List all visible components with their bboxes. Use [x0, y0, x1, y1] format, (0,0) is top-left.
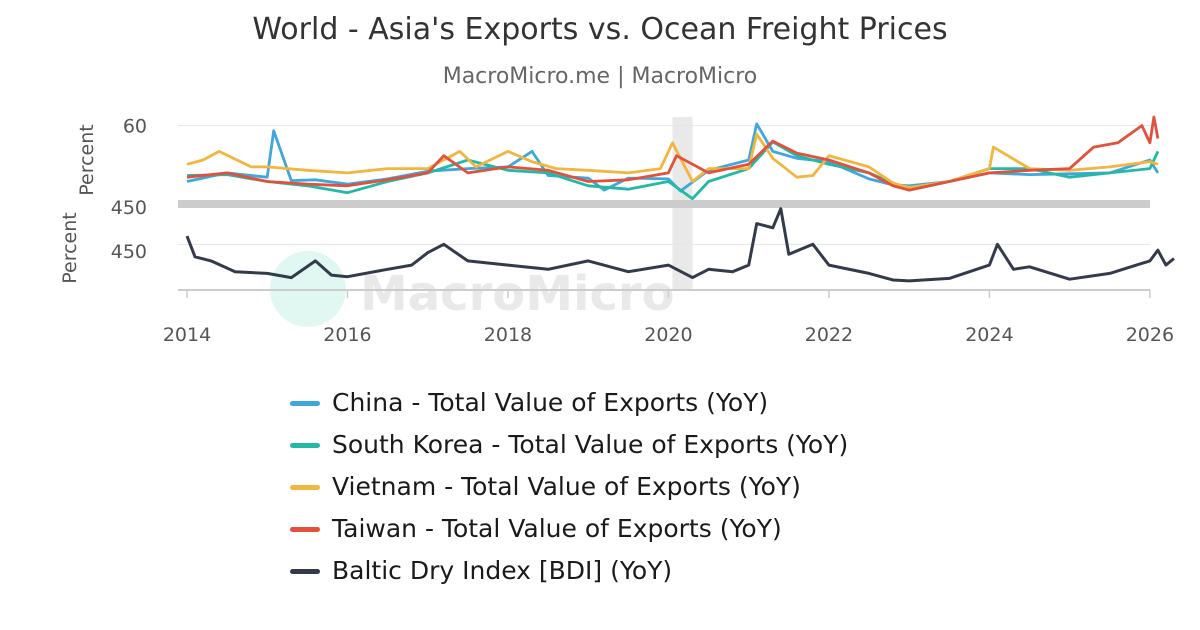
x-tick-label: 2014 — [163, 324, 211, 346]
y-tick-label: 60 — [123, 116, 147, 138]
legend-swatch-south-korea — [290, 443, 320, 448]
legend-swatch-taiwan — [290, 527, 320, 532]
chart-subtitle: MacroMicro.me | MacroMicro — [442, 64, 758, 89]
legend-swatch-vietnam — [290, 485, 320, 490]
x-tick-label: 2016 — [323, 324, 371, 346]
chart-title: World - Asia's Exports vs. Ocean Freight… — [252, 12, 948, 47]
x-tick-label: 2018 — [484, 324, 532, 346]
x-tick-label: 2024 — [965, 324, 1013, 346]
y-axis-label: Percent — [76, 124, 98, 196]
y-tick-label: 450 — [111, 197, 147, 219]
y-tick-label: 450 — [111, 241, 147, 263]
x-tick-label: 2022 — [805, 324, 853, 346]
watermark-text: MacroMicro — [360, 266, 675, 322]
series-line-korea — [186, 140, 1160, 201]
legend-label: Vietnam - Total Value of Exports (YoY) — [332, 472, 801, 501]
panel-separator — [178, 200, 1150, 208]
legend-label: China - Total Value of Exports (YoY) — [332, 388, 769, 417]
legend-label: Taiwan - Total Value of Exports (YoY) — [332, 514, 782, 543]
legend-label: Baltic Dry Index [BDI] (YoY) — [332, 556, 673, 585]
series-line-bdi — [185, 207, 1175, 283]
x-tick-label: 2026 — [1126, 324, 1174, 346]
series-line-taiwan — [186, 115, 1160, 192]
x-tick-label: 2020 — [644, 324, 692, 346]
y-axis-label: Percent — [59, 212, 81, 284]
legend-swatch-china — [290, 401, 320, 406]
legend-swatch-bdi — [290, 569, 320, 574]
series-line-vietnam — [186, 132, 1159, 189]
legend-label: South Korea - Total Value of Exports (Yo… — [332, 430, 849, 459]
